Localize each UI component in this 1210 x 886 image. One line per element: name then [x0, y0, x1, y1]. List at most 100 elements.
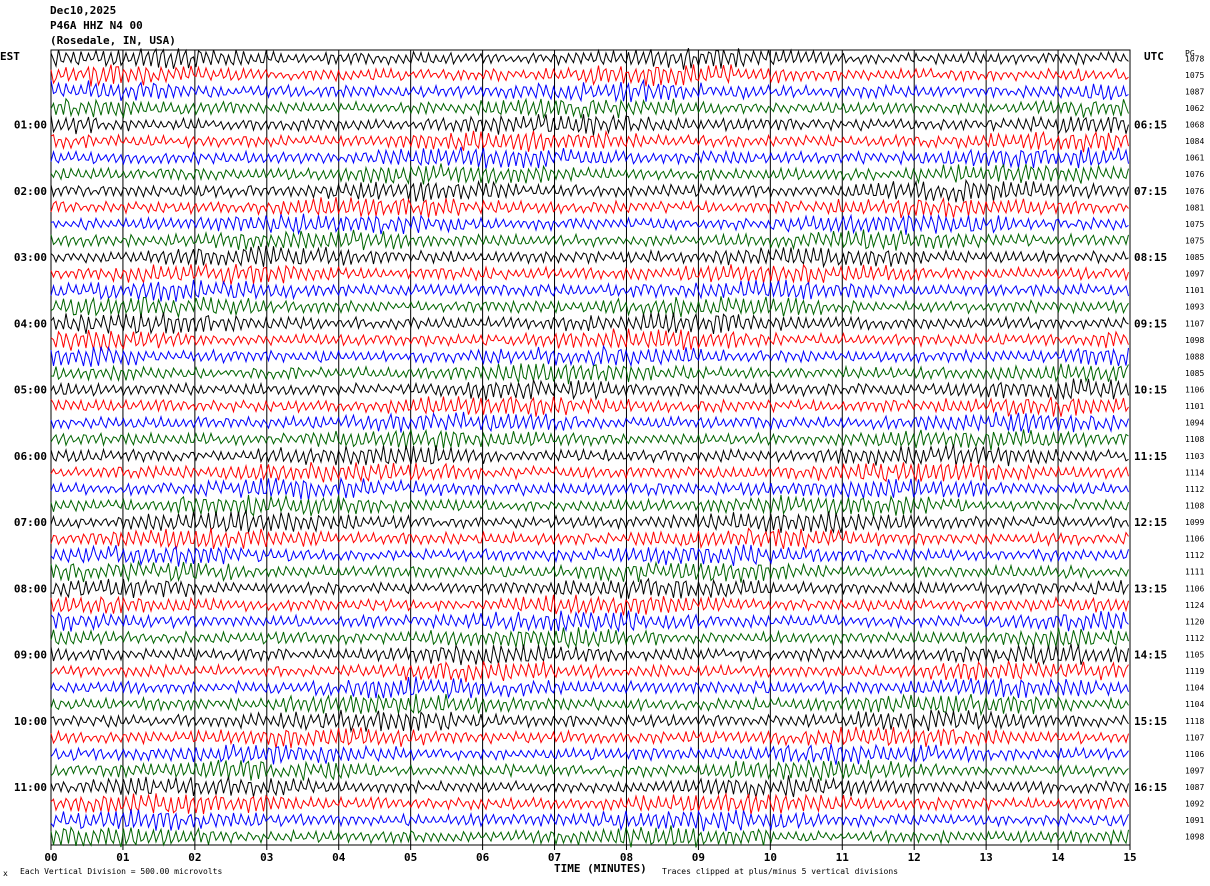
row-value-34: 1124: [1185, 601, 1204, 610]
x-tick-label-11: 11: [836, 851, 850, 864]
corner-mark: x: [3, 869, 8, 878]
trace-row-12: [50, 229, 1129, 251]
row-value-15: 1101: [1185, 286, 1204, 295]
left-hour-label-2: 02:00: [14, 185, 47, 198]
left-hour-label-6: 06:00: [14, 450, 47, 463]
trace-row-48: [50, 825, 1129, 848]
trace-row-41: [50, 709, 1129, 734]
trace-row-44: [50, 759, 1129, 781]
row-value-28: 1108: [1185, 501, 1204, 510]
trace-row-10: [50, 196, 1129, 219]
left-hour-label-9: 09:00: [14, 649, 47, 662]
right-hour-label-8: 13:15: [1134, 582, 1167, 595]
row-value-1: 1078: [1185, 54, 1204, 63]
left-hour-label-5: 05:00: [14, 384, 47, 397]
x-tick-label-15: 15: [1123, 851, 1136, 864]
row-value-4: 1062: [1185, 104, 1204, 113]
row-value-5: 1068: [1185, 121, 1204, 130]
right-hour-label-7: 12:15: [1134, 516, 1167, 529]
x-tick-label-04: 04: [332, 851, 346, 864]
row-value-23: 1094: [1185, 419, 1204, 428]
x-tick-label-07: 07: [548, 851, 561, 864]
right-hour-label-3: 08:15: [1134, 251, 1167, 264]
trace-row-37: [50, 643, 1129, 666]
trace-row-30: [50, 527, 1129, 551]
trace-row-27: [50, 476, 1129, 501]
trace-row-42: [50, 726, 1129, 749]
trace-row-29: [50, 510, 1129, 534]
trace-row-15: [50, 279, 1129, 302]
x-tick-label-05: 05: [404, 851, 417, 864]
trace-row-22: [50, 395, 1129, 417]
trace-row-43: [50, 743, 1129, 765]
trace-row-16: [50, 296, 1129, 319]
left-hour-label-4: 04:00: [14, 317, 47, 330]
row-value-20: 1085: [1185, 369, 1204, 378]
row-value-33: 1106: [1185, 584, 1204, 593]
row-value-2: 1075: [1185, 71, 1204, 80]
left-hour-label-11: 11:00: [14, 781, 47, 794]
row-value-14: 1097: [1185, 270, 1204, 279]
row-value-29: 1099: [1185, 518, 1204, 527]
trace-row-24: [50, 428, 1129, 451]
trace-row-17: [50, 312, 1129, 335]
row-value-3: 1087: [1185, 87, 1204, 96]
trace-row-1: [50, 47, 1129, 70]
trace-row-13: [50, 245, 1129, 269]
row-value-12: 1075: [1185, 236, 1204, 245]
trace-row-21: [50, 378, 1129, 401]
trace-row-9: [50, 178, 1129, 203]
trace-row-46: [50, 792, 1129, 815]
row-value-22: 1101: [1185, 402, 1204, 411]
trace-row-26: [50, 462, 1129, 483]
right-hour-label-6: 11:15: [1134, 450, 1167, 463]
header-location: (Rosedale, IN, USA): [50, 34, 176, 47]
right-hour-label-9: 14:15: [1134, 649, 1167, 662]
x-axis-title: TIME (MINUTES): [554, 862, 647, 875]
trace-row-11: [50, 213, 1129, 236]
trace-row-23: [50, 411, 1129, 433]
row-value-11: 1075: [1185, 220, 1204, 229]
right-hour-label-11: 16:15: [1134, 781, 1167, 794]
header-station: P46A HHZ N4 00: [50, 19, 143, 32]
trace-row-36: [50, 627, 1129, 650]
right-timezone-label: UTC: [1144, 50, 1164, 63]
x-tick-label-13: 13: [980, 851, 993, 864]
left-timezone-label: EST: [0, 50, 20, 63]
row-value-45: 1087: [1185, 783, 1204, 792]
row-value-35: 1120: [1185, 617, 1204, 626]
trace-row-38: [50, 660, 1129, 683]
trace-row-28: [50, 494, 1129, 517]
trace-row-40: [50, 693, 1129, 717]
row-value-39: 1104: [1185, 684, 1204, 693]
row-value-8: 1076: [1185, 170, 1204, 179]
clip-note: Traces clipped at plus/minus 5 vertical …: [662, 867, 899, 876]
left-hour-label-1: 01:00: [14, 119, 47, 132]
right-hour-label-2: 07:15: [1134, 185, 1167, 198]
trace-row-2: [50, 64, 1129, 87]
trace-row-35: [50, 610, 1129, 633]
row-value-26: 1114: [1185, 468, 1204, 477]
row-value-7: 1061: [1185, 154, 1204, 163]
row-value-13: 1085: [1185, 253, 1204, 262]
row-value-10: 1081: [1185, 203, 1204, 212]
row-value-24: 1108: [1185, 435, 1204, 444]
row-value-30: 1106: [1185, 535, 1204, 544]
trace-row-34: [50, 594, 1129, 616]
right-column-label: PG: [1185, 49, 1195, 58]
trace-row-3: [50, 78, 1129, 103]
x-tick-label-00: 00: [44, 851, 57, 864]
row-value-46: 1092: [1185, 800, 1204, 809]
row-value-36: 1112: [1185, 634, 1204, 643]
row-value-9: 1076: [1185, 187, 1204, 196]
trace-row-7: [50, 146, 1129, 170]
row-value-25: 1103: [1185, 452, 1204, 461]
trace-row-18: [50, 328, 1129, 351]
x-tick-label-08: 08: [620, 851, 633, 864]
row-value-19: 1088: [1185, 352, 1204, 361]
header-date: Dec10,2025: [50, 4, 117, 17]
trace-row-33: [50, 577, 1129, 599]
trace-row-5: [50, 114, 1129, 136]
x-tick-label-06: 06: [476, 851, 490, 864]
